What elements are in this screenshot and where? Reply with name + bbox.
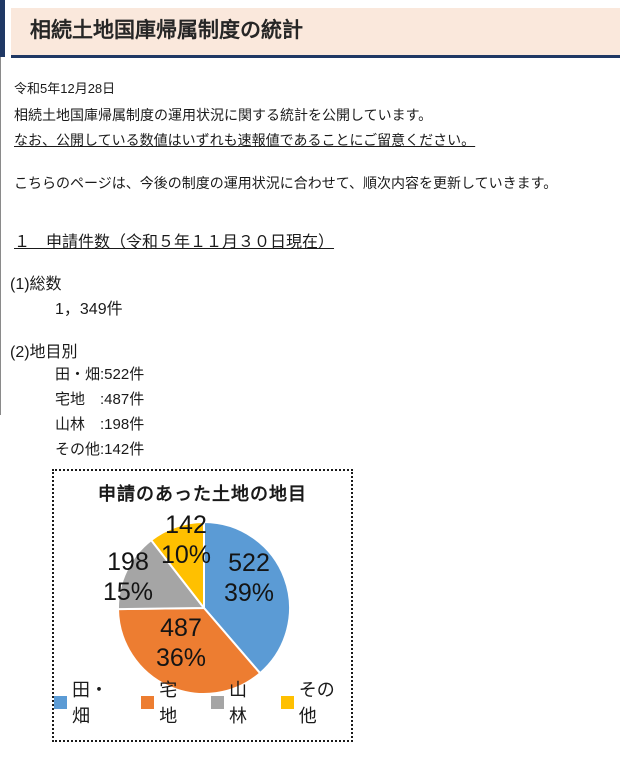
pie-chart-panel: 申請のあった土地の地目 142 10% 522 39% 198 15% 487 … [52,469,353,742]
intro-line-1: 相続土地国庫帰属制度の運用状況に関する統計を公開しています。 [14,107,433,123]
legend-swatch-fields-icon [54,695,67,709]
legend-label-forest: 山林 [229,680,247,726]
pie-label-fields-percent: 39% [223,579,275,607]
pie-label-other-value: 142 [165,511,207,539]
pie-label-residential-percent: 36% [155,644,207,672]
intro-line-2-underlined: なお、公開している数値はいずれも速報値であることにご留意ください。 [14,132,476,148]
legend-swatch-forest-icon [211,695,224,709]
legend-swatch-other-icon [280,695,294,709]
pie-slice-その他 [150,521,205,609]
section-1-heading: １ 申請件数（令和５年１１月３０日現在） [14,234,335,251]
pie-slice-田・畑 [203,521,291,675]
legend-item-forest: 山林 [211,676,264,728]
pie-label-forest-value: 198 [107,548,149,576]
pie-label-forest-percent: 15% [102,578,154,606]
update-note: こちらのページは、今後の制度の運用状況に合わせて、順次内容を更新していきます。 [14,175,558,191]
legend-label-other: その他 [298,680,335,726]
pie-slice-山林 [117,539,205,611]
chart-legend: 田・畑 宅地 山林 その他 [54,676,351,728]
pie-label-other: 142 10% [161,510,211,570]
land-type-list: 田・畑:522件 宅地 :487件 山林 :198件 その他:142件 [55,362,144,462]
pie-slice-宅地 [117,607,262,695]
header-banner: 相続土地国庫帰属制度の統計 [11,8,620,58]
pie-label-fields: 522 39% [224,548,274,608]
intro-paragraph: 相続土地国庫帰属制度の運用状況に関する統計を公開しています。 なお、公開している… [14,103,475,153]
pie-chart [117,521,291,695]
pie-label-residential: 487 36% [156,613,206,673]
legend-label-residential: 宅地 [159,680,178,726]
pie-label-residential-value: 487 [160,614,202,642]
pie-label-fields-value: 522 [228,549,270,577]
pie-label-forest: 198 15% [103,547,153,607]
header-accent-bar [0,0,5,57]
legend-swatch-residential-icon [141,695,155,709]
total-count-value: 1，349件 [55,301,123,318]
total-count-label: (1)総数 [10,276,62,293]
chart-title: 申請のあった土地の地目 [98,484,307,504]
list-item: 宅地 :487件 [55,391,145,408]
pie-label-other-percent: 10% [160,541,212,569]
list-item: 山林 :198件 [55,416,145,433]
by-land-type-label: (2)地目別 [10,344,78,361]
list-item: 田・畑:522件 [55,366,145,383]
legend-item-fields: 田・畑 [54,676,124,728]
legend-item-other: その他 [280,676,351,728]
window-edge-line [0,57,1,415]
legend-item-residential: 宅地 [141,676,194,728]
page-title: 相続土地国庫帰属制度の統計 [30,19,303,42]
list-item: その他:142件 [55,441,145,458]
legend-label-fields: 田・畑 [72,680,108,726]
publish-date: 令和5年12月28日 [14,81,116,96]
